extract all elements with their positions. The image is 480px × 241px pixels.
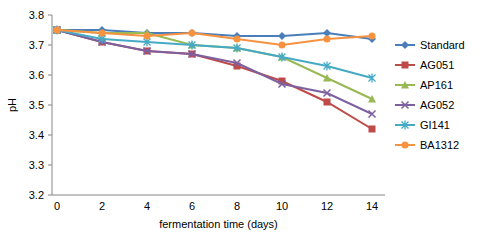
y-tick-label: 3.4 bbox=[29, 129, 44, 141]
series-marker bbox=[144, 48, 151, 55]
y-tick bbox=[48, 15, 52, 16]
plot-area bbox=[53, 26, 376, 133]
x-tick-label: 6 bbox=[189, 200, 195, 212]
series-marker bbox=[189, 51, 196, 58]
x-tick-label: 2 bbox=[99, 200, 105, 212]
series-marker bbox=[234, 44, 241, 53]
series-marker bbox=[278, 32, 286, 40]
y-tick bbox=[48, 75, 52, 76]
chart: 3.2 3.3 3.4 3.5 3.6 3.7 3.8 0 2 4 6 8 10 12 14 fermenta… bbox=[0, 0, 480, 241]
series-marker bbox=[369, 111, 376, 118]
legend-label: BA1312 bbox=[420, 139, 459, 151]
series-marker bbox=[368, 95, 376, 103]
x-axis bbox=[52, 195, 385, 196]
series-marker bbox=[54, 27, 61, 34]
series-marker bbox=[54, 27, 61, 34]
series-line bbox=[57, 30, 372, 45]
series-marker bbox=[324, 36, 331, 43]
y-axis-title: pH bbox=[6, 98, 18, 112]
series-marker bbox=[369, 126, 376, 133]
x-tick-label: 12 bbox=[321, 200, 333, 212]
y-tick-label: 3.2 bbox=[29, 189, 44, 201]
legend-marker bbox=[401, 41, 409, 49]
series-marker bbox=[188, 29, 196, 37]
legend-label: GI141 bbox=[420, 119, 450, 131]
y-tick bbox=[48, 105, 52, 106]
series-marker bbox=[189, 41, 196, 50]
legend-label: AP161 bbox=[420, 79, 453, 91]
x-tick-label: 4 bbox=[144, 200, 150, 212]
x-tick-label: 14 bbox=[366, 200, 378, 212]
legend-label: AG052 bbox=[420, 99, 454, 111]
legend-label: Standard bbox=[420, 39, 465, 51]
series-marker bbox=[323, 74, 331, 82]
series-marker bbox=[53, 26, 61, 34]
x-tick-label: 10 bbox=[276, 200, 288, 212]
legend-marker bbox=[402, 142, 409, 149]
series-marker bbox=[324, 99, 331, 106]
y-tick-label: 3.6 bbox=[29, 69, 44, 81]
y-tick-label: 3.7 bbox=[29, 39, 44, 51]
legend-marker bbox=[402, 121, 409, 130]
series-marker bbox=[369, 33, 376, 40]
series-marker bbox=[279, 42, 286, 49]
y-tick bbox=[48, 165, 52, 166]
y-tick-label: 3.8 bbox=[29, 9, 44, 21]
series-marker bbox=[54, 27, 61, 34]
legend-label: AG051 bbox=[420, 59, 454, 71]
series-marker bbox=[144, 33, 151, 40]
series-marker bbox=[324, 62, 331, 71]
series-line bbox=[57, 30, 372, 99]
x-tick-label: 8 bbox=[234, 200, 240, 212]
y-tick bbox=[48, 135, 52, 136]
series-marker bbox=[234, 36, 241, 43]
y-tick bbox=[48, 45, 52, 46]
y-tick-label: 3.5 bbox=[29, 99, 44, 111]
series-marker bbox=[54, 26, 61, 35]
series-line bbox=[57, 30, 372, 78]
series-line bbox=[57, 30, 372, 114]
series-marker bbox=[324, 90, 331, 97]
x-axis-title: fermentation time (days) bbox=[159, 218, 278, 230]
y-tick-label: 3.3 bbox=[29, 159, 44, 171]
series-marker bbox=[189, 30, 196, 37]
legend-marker bbox=[401, 81, 409, 89]
series-marker bbox=[234, 60, 241, 67]
legend-marker bbox=[402, 102, 409, 109]
series-marker bbox=[369, 74, 376, 83]
series-line bbox=[57, 30, 372, 129]
series-marker bbox=[53, 26, 61, 34]
series-marker bbox=[279, 81, 286, 88]
x-tick-label: 0 bbox=[54, 200, 60, 212]
legend-marker bbox=[402, 62, 409, 69]
y-tick bbox=[48, 195, 52, 196]
series-marker bbox=[99, 30, 106, 37]
legend: Standard AG051 AP161 AG052 GI141 BA1312 bbox=[395, 39, 465, 151]
series-marker bbox=[279, 53, 286, 62]
